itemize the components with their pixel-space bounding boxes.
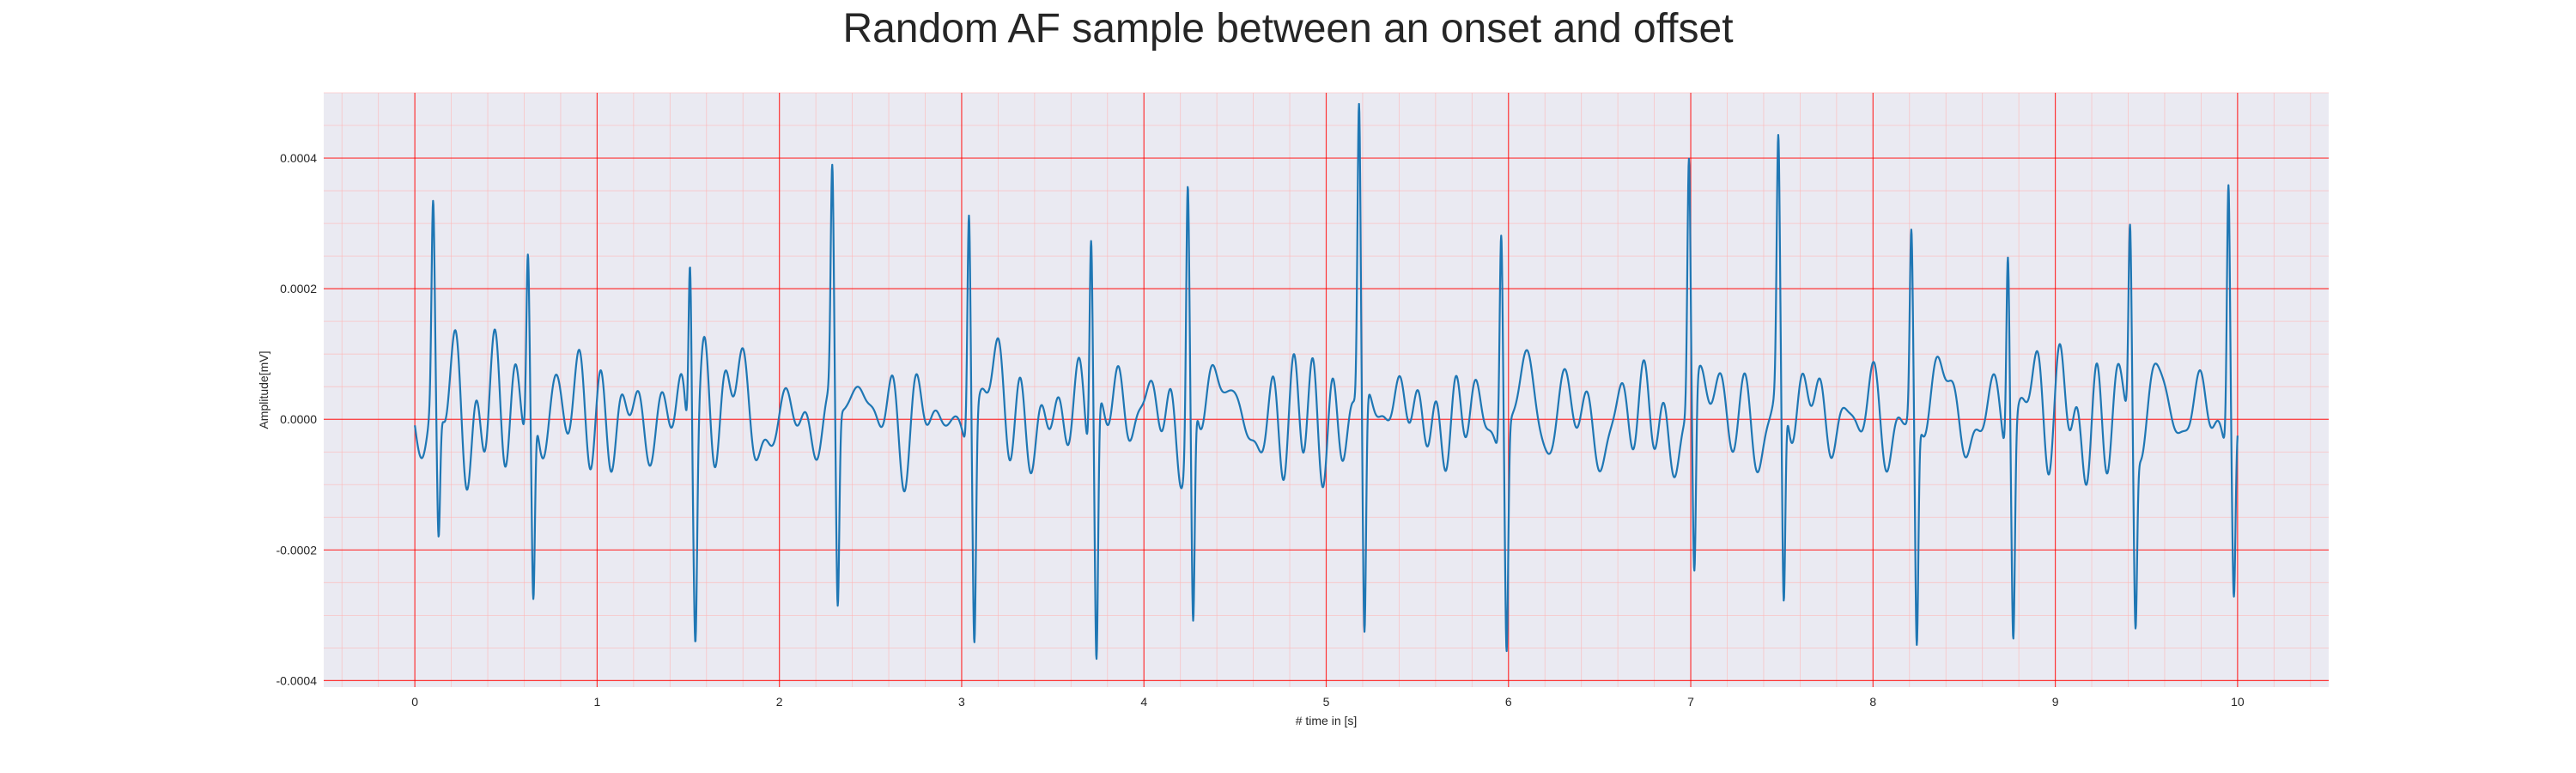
x-tick-label: 1 bbox=[594, 695, 601, 709]
y-tick-label: -0.0002 bbox=[276, 543, 318, 557]
chart-title: Random AF sample between an onset and of… bbox=[842, 6, 1734, 52]
x-axis-label: # time in [s] bbox=[1296, 714, 1358, 727]
x-tick-label: 2 bbox=[776, 695, 783, 709]
x-tick-label: 9 bbox=[2052, 695, 2059, 709]
x-tick-label: 10 bbox=[2231, 695, 2245, 709]
x-tick-label: 0 bbox=[411, 695, 418, 709]
x-tick-label: 7 bbox=[1687, 695, 1694, 709]
y-tick-label: 0.0000 bbox=[280, 412, 317, 426]
y-tick-label: -0.0004 bbox=[276, 673, 318, 687]
y-tick-label: 0.0004 bbox=[280, 151, 317, 165]
x-tick-label: 6 bbox=[1505, 695, 1512, 709]
y-tick-label: 0.0002 bbox=[280, 282, 317, 295]
plot-area: 0 1 2 3 4 5 6 7 8 9 10 -0.0004 -0.0002 0.0000 0.0002 0.… bbox=[257, 92, 2329, 727]
series-line bbox=[414, 102, 2239, 660]
y-axis-label: Amplitude[mV] bbox=[257, 350, 270, 429]
x-tick-label: 8 bbox=[1869, 695, 1876, 709]
x-tick-label: 3 bbox=[958, 695, 965, 709]
x-tick-label: 5 bbox=[1323, 695, 1330, 709]
x-tick-label: 4 bbox=[1140, 695, 1147, 709]
